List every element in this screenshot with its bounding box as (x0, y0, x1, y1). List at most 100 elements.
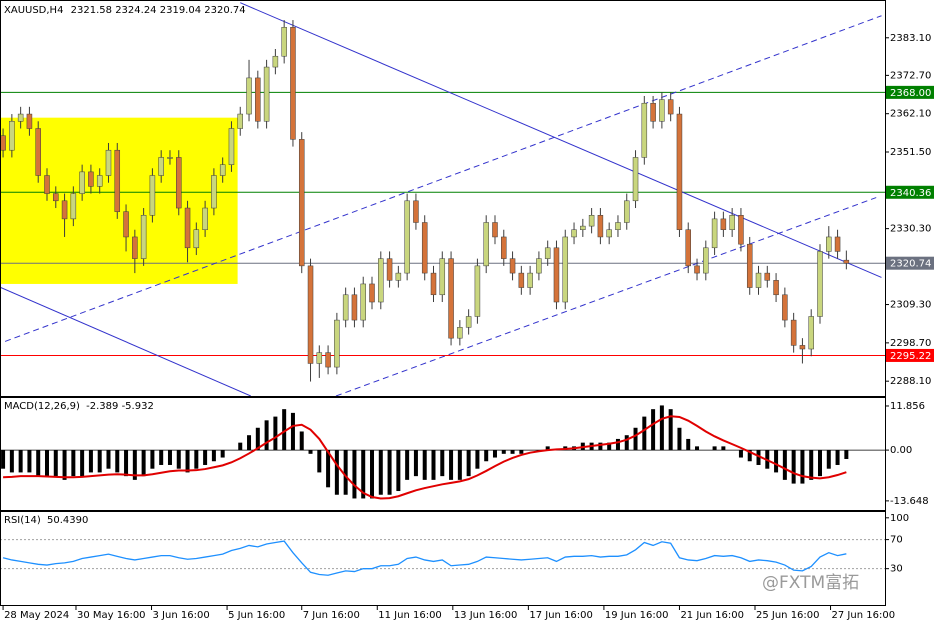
symbol: XAUUSD,H4 (4, 5, 63, 16)
macd-bar (167, 450, 172, 465)
macd-bar (519, 450, 524, 454)
candle-body (351, 294, 358, 321)
candle-body (263, 66, 270, 122)
macd-bar (290, 412, 295, 451)
candle-body (167, 157, 173, 159)
candle-body (272, 55, 279, 68)
candle-body (219, 164, 226, 176)
x-tick-label: 5 Jun 16:00 (228, 610, 285, 621)
macd-bar (695, 446, 700, 451)
candle-body (746, 243, 753, 288)
macd-bar (791, 450, 796, 484)
candle-body (246, 77, 252, 115)
candle-body (501, 236, 507, 259)
open: 2321.58 (71, 5, 112, 16)
candle-body (509, 258, 516, 274)
rsi-value: 50.4390 (47, 515, 88, 526)
trendline (0, 286, 251, 396)
axes: 2383.10 2372.70 2362.10 2351.50 2330.30 2309.… (2, 33, 934, 621)
candle-body (26, 113, 33, 129)
candle-body (641, 102, 648, 158)
y-tick-label: 2298.70 (890, 338, 931, 349)
y-tick-label: 2330.30 (890, 224, 931, 235)
macd-bar (615, 438, 620, 451)
macd-bar (308, 450, 313, 454)
macd-bar (413, 450, 418, 477)
candle-body (544, 247, 551, 259)
rsi-header: RSI(14) 50.4390 (4, 515, 88, 526)
candle-body (105, 149, 112, 176)
candle-body (413, 200, 419, 223)
candle-body (474, 265, 481, 317)
candle-body (237, 113, 243, 129)
macd-bar (334, 450, 339, 495)
candle-body (9, 121, 15, 151)
macd-bar (405, 450, 410, 480)
macd-bar (809, 450, 814, 480)
candle-body (764, 272, 771, 281)
candle-body (114, 149, 121, 212)
candle-body (430, 272, 437, 296)
candle-body (817, 251, 823, 317)
macd-bar (264, 420, 269, 451)
macd-signal-value: -5.932 (122, 401, 154, 412)
close: 2320.74 (204, 5, 245, 16)
frames (0, 0, 886, 606)
candle-body (202, 207, 208, 230)
candle-body (703, 247, 709, 274)
x-tick-label: 21 Jun 16:00 (680, 610, 744, 621)
candle-body (44, 175, 50, 194)
rsi-pane (0, 539, 885, 576)
macd-bar (211, 450, 216, 462)
macd-bar (686, 438, 691, 451)
candle-body (773, 280, 779, 296)
macd-bar (817, 450, 822, 477)
macd-bar (835, 450, 840, 465)
candle-body (483, 222, 489, 267)
candle-body (132, 236, 138, 259)
candle-body (738, 215, 744, 245)
candle-body (17, 113, 24, 122)
macd-bar (247, 435, 252, 451)
macd-bar (97, 450, 102, 473)
macd-bar (299, 431, 304, 451)
candle-body (606, 229, 612, 238)
macd-bar (475, 450, 480, 469)
candle-body (70, 193, 77, 220)
candle-body (843, 259, 850, 264)
y-tick-label: 2288.10 (890, 376, 931, 387)
candle-body (755, 272, 762, 288)
macd-bar (343, 450, 348, 495)
candle-body (580, 225, 586, 230)
candle-body (298, 139, 305, 267)
macd-bar (466, 450, 471, 477)
y-tick-label: 2351.50 (890, 147, 931, 158)
level-label: 2340.36 (890, 188, 931, 199)
candle-body (790, 319, 797, 346)
macd-bar (44, 450, 49, 477)
y-tick-label: 11.856 (890, 401, 925, 412)
candle-body (597, 215, 604, 238)
candle-body (211, 175, 217, 209)
level-label-box (886, 256, 934, 270)
macd-bar (633, 427, 638, 451)
macd-bar (396, 450, 401, 492)
macd-bar (431, 450, 436, 480)
macd-bar (387, 450, 392, 495)
y-tick-label: 30 (890, 564, 903, 575)
candle-body (685, 229, 691, 267)
x-tick-label: 17 Jun 16:00 (529, 610, 593, 621)
macd-bar (721, 446, 726, 451)
macd-bar (27, 450, 32, 473)
macd-bar (501, 450, 506, 454)
macd-bar (782, 450, 787, 480)
macd-pane (0, 405, 885, 500)
candle-body (378, 258, 384, 303)
x-tick-label: 7 Jun 16:00 (303, 610, 360, 621)
level-label: 2320.74 (890, 259, 931, 270)
candle-body (492, 222, 498, 238)
candle-body (360, 283, 366, 321)
macd-bar (106, 450, 111, 469)
candle-body (465, 316, 472, 328)
